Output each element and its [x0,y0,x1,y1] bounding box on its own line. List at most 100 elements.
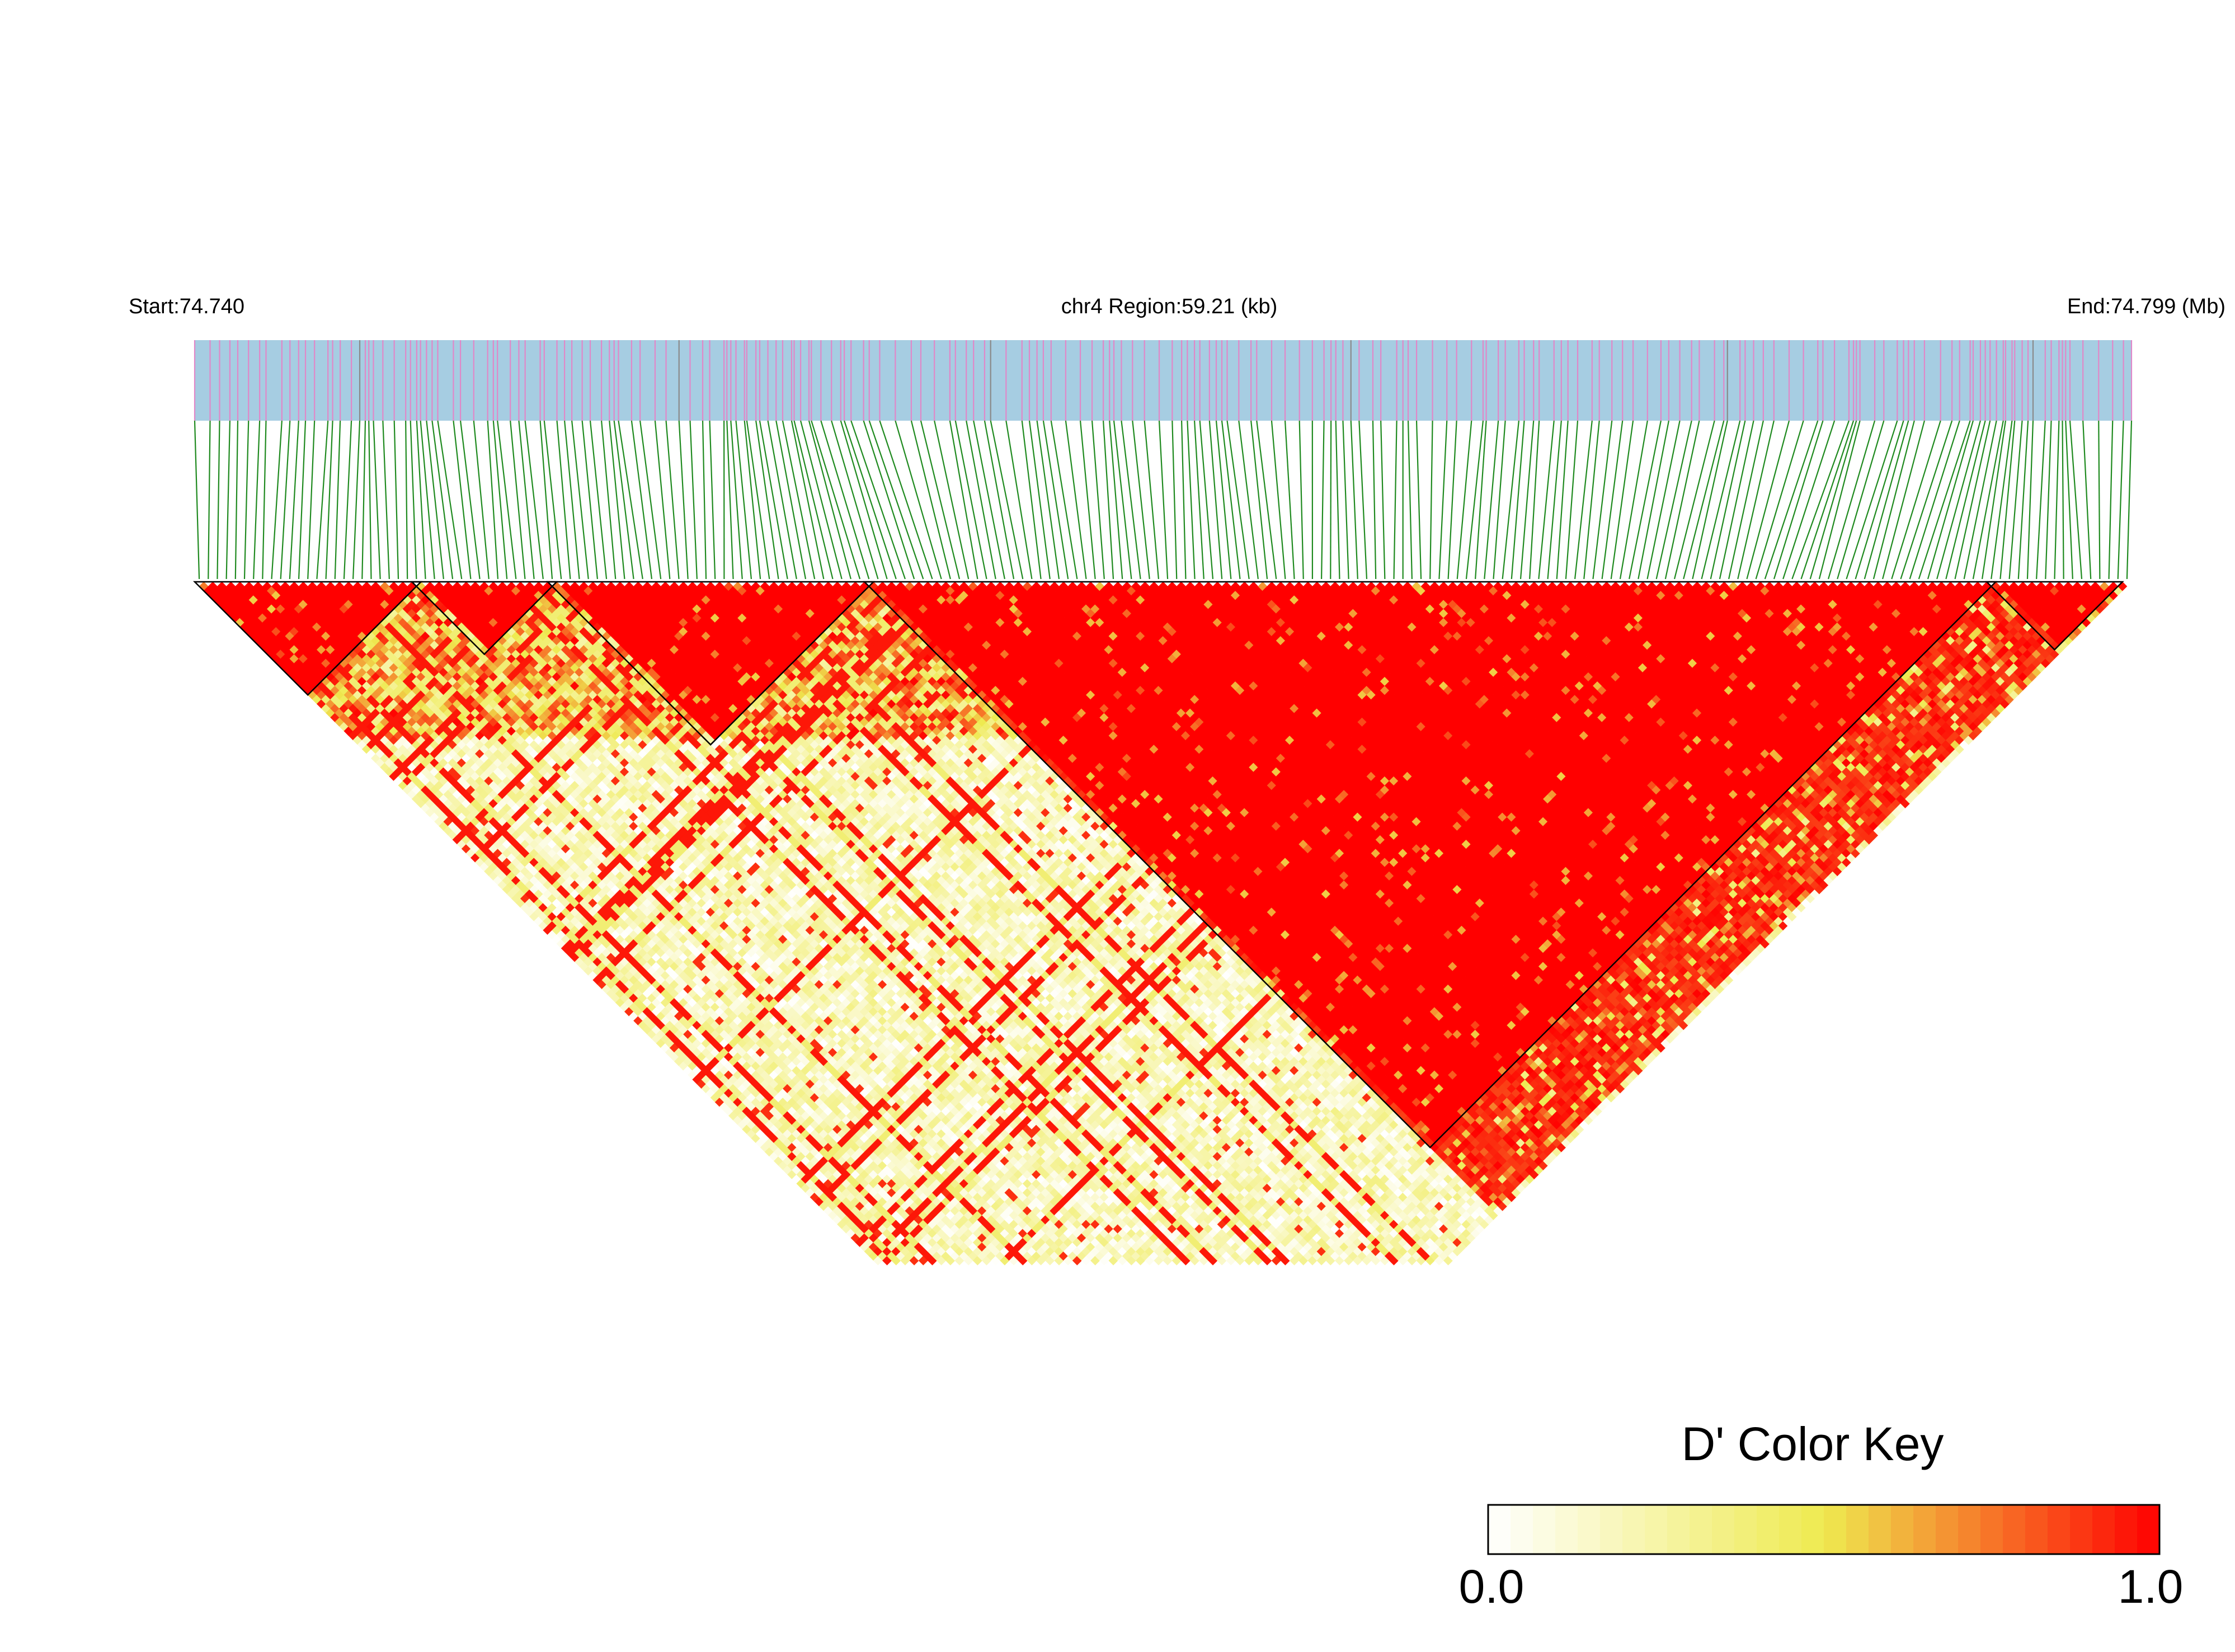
snp-connector [1028,420,1051,580]
snp-connector [949,420,978,580]
snp-connector [1818,420,1861,580]
snp-connector [426,420,444,580]
snp-connector [1121,420,1141,580]
snp-connector [1380,420,1386,580]
snp-connector [1221,420,1241,580]
snp-connector [2054,420,2060,580]
snp-connector [1181,420,1187,580]
snp-connector [1692,420,1728,580]
snp-connector [410,420,417,580]
snp-connector [920,420,961,580]
snp-connector [702,420,707,580]
snp-connector [1800,420,1855,580]
snp-connector [1855,420,1904,580]
snp-connector [1511,420,1525,580]
snp-connector [1945,420,1986,580]
snp-connector [654,420,671,580]
snp-connector [1773,420,1824,580]
snp-connector [767,420,797,580]
snp-connector [808,420,851,580]
snp-connector [1638,420,1669,580]
snp-connector [1493,420,1506,580]
snp-connector [755,420,779,580]
snp-connector [234,420,239,580]
snp-connector [1981,420,2007,580]
snp-connector [382,420,390,580]
snp-connector [1502,420,1519,580]
snp-connector [1954,420,1991,580]
snp-connector [1465,420,1484,580]
snp-connector [1256,420,1277,580]
snp-connector [863,420,915,580]
snp-connector [744,420,761,580]
snp-connector [1864,420,1909,580]
snp-connector [1755,420,1804,580]
snp-connector [1655,420,1692,580]
snp-connector [1193,420,1204,580]
snp-connector [518,420,535,580]
snp-connector [1610,420,1634,580]
snp-connector [459,420,481,580]
snp-connector [601,420,617,580]
snp-connector [487,420,499,580]
snp-connector [1782,420,1836,580]
snp-connector [1215,420,1232,580]
snp-connector [1065,420,1087,580]
snp-connector [581,420,598,580]
snp-connector [2036,420,2046,580]
snp-connector [217,420,220,580]
snp-connector [1972,420,2004,580]
snp-connector [1132,420,1150,580]
snp-connector [840,420,888,580]
snp-connector [709,420,716,580]
snp-connector [1358,420,1368,580]
snp-connector [2098,420,2101,580]
snp-connector [1102,420,1114,580]
snp-connector [800,420,843,580]
snp-connector [431,420,454,580]
snp-connector [316,420,329,580]
snp-connector [1719,420,1754,580]
snp-connector [2126,420,2133,580]
snp-connector [1701,420,1741,580]
region-label: chr4 Region:59.21 (kb) [1061,295,1278,318]
snp-connector [271,420,283,580]
snp-connector [453,420,472,580]
snp-connector [1909,420,1960,580]
snp-connector [791,420,825,580]
snp-connector [735,420,752,580]
snp-connector [492,420,508,580]
snp-connector [1583,420,1600,580]
snp-connector [2045,420,2052,580]
snp-connector [1936,420,1981,580]
snp-connector [361,420,366,580]
snp-connector [1113,420,1132,580]
snp-connector [373,420,381,580]
snp-connector [1456,420,1472,580]
snp-connector [1226,420,1250,580]
snp-connector [609,420,625,580]
snp-connector [1005,420,1033,580]
snp-connector [473,420,490,580]
snp-connector [1827,420,1876,580]
snp-connector [225,420,231,580]
snp-connector [2069,420,2083,580]
snp-connector [1882,420,1925,580]
snp-connector [1171,420,1178,580]
snp-connector [2065,420,2073,580]
snp-connector [1574,420,1593,580]
snp-connector [1415,420,1422,580]
snp-connector-lines [194,420,2133,580]
snp-connector [510,420,526,580]
snp-connector [1036,420,1060,580]
snp-connector [1079,420,1096,580]
snp-connector [730,420,743,580]
snp-connector [1565,420,1579,580]
snp-connector [1187,420,1196,580]
snp-connector [689,420,698,580]
snp-connector [1475,420,1487,580]
snp-connector [1238,420,1259,580]
snp-connector [2008,420,2023,580]
snp-connector [1144,420,1160,580]
snp-connector [243,420,250,580]
